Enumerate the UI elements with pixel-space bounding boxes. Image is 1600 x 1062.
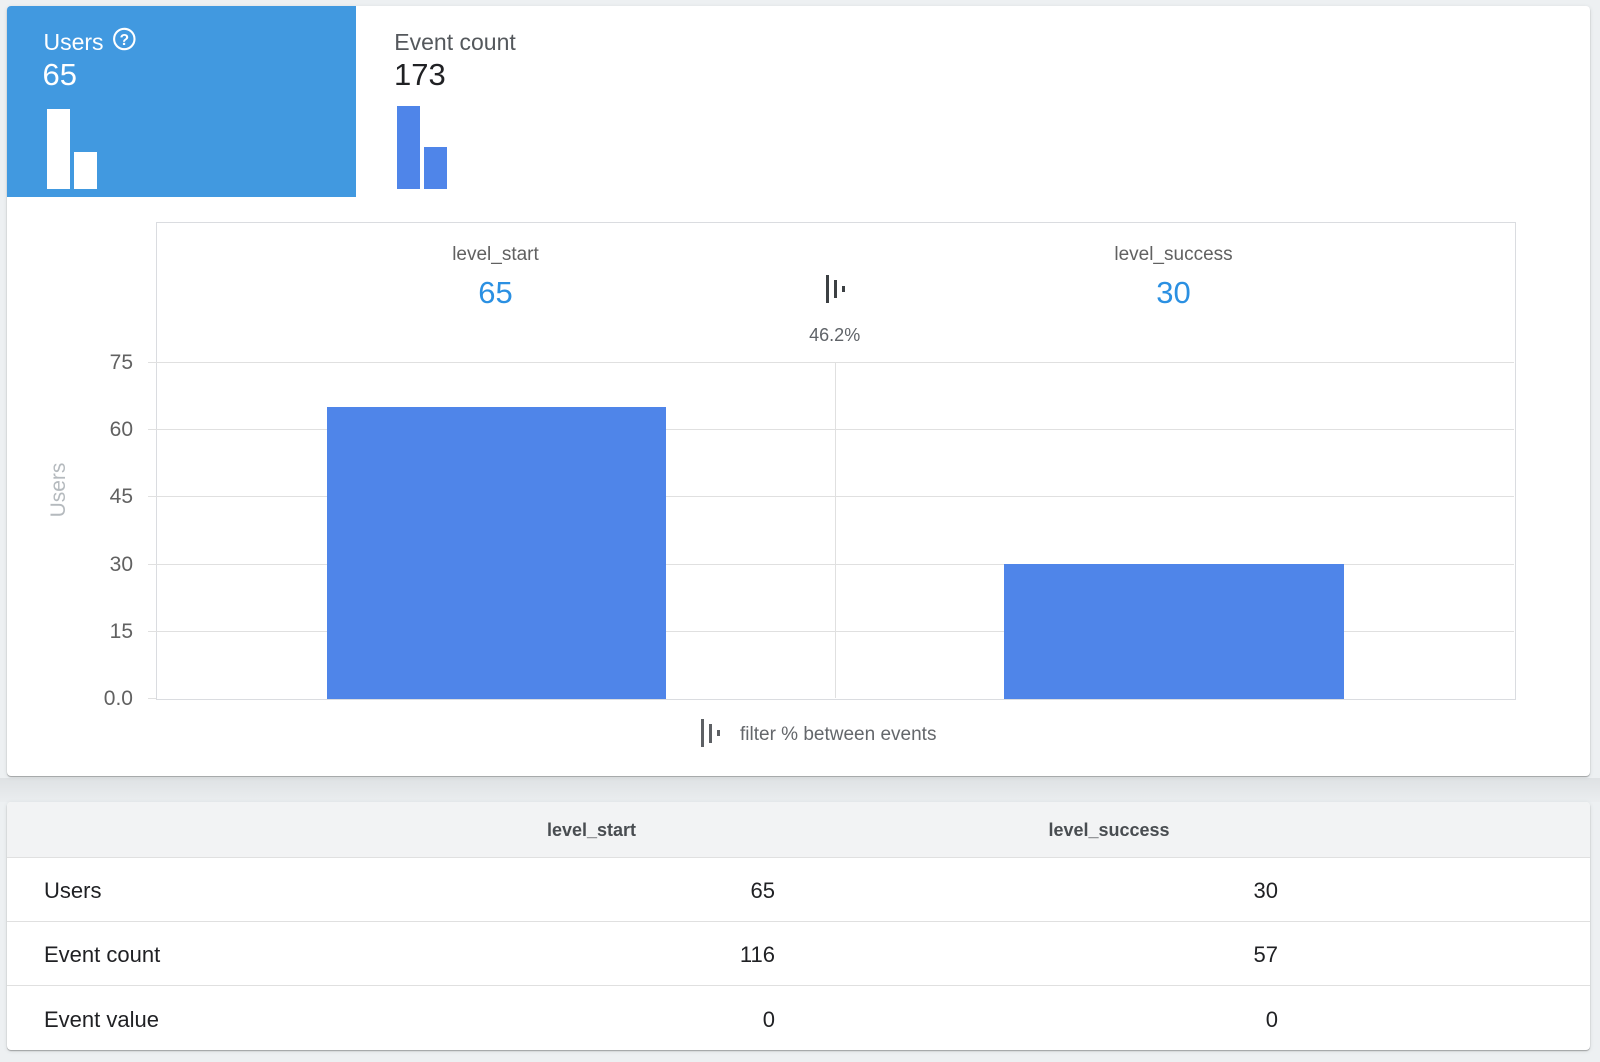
svg-text:?: ?	[120, 31, 129, 48]
